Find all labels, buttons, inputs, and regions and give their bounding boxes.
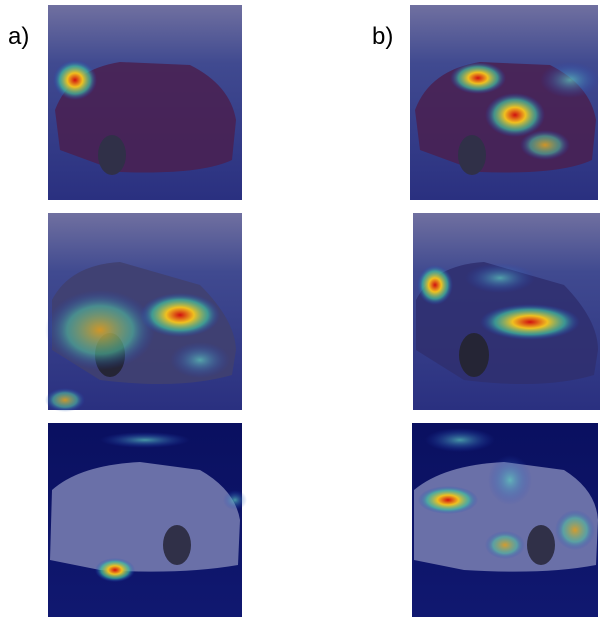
heatmap-image: [413, 213, 600, 410]
panel-label: a): [8, 23, 29, 50]
panel-label: b): [372, 23, 393, 50]
heatmap-image: [48, 5, 242, 200]
heatmap-image: [412, 423, 598, 617]
heatmap-image: [48, 423, 247, 617]
heatmap-image: [410, 5, 600, 200]
heatmap-image: [45, 213, 242, 412]
